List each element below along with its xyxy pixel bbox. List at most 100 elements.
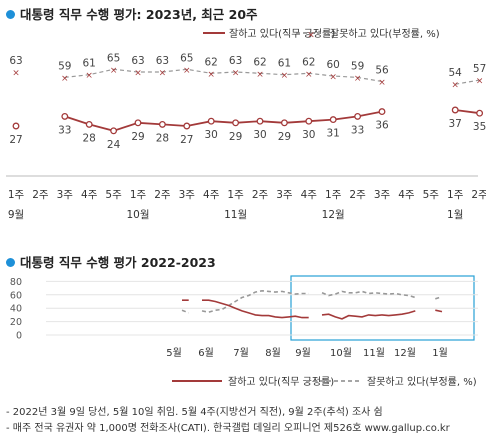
trend-month-label: 7월 xyxy=(233,347,249,359)
positive-point xyxy=(280,119,288,127)
positive-data-label: 30 xyxy=(253,129,266,141)
positive-point xyxy=(232,119,240,127)
month-label: 9월 xyxy=(8,209,24,221)
positive-point xyxy=(12,122,20,130)
x-tick-label: 2주 xyxy=(471,189,486,201)
x-tick-label: 1주 xyxy=(8,189,25,201)
positive-data-label: 30 xyxy=(205,129,218,141)
y-tick-label: 40 xyxy=(10,304,22,315)
trend-month-label: 8월 xyxy=(265,347,281,359)
negative-point: × xyxy=(305,70,313,80)
y-tick-label: 0 xyxy=(16,331,22,342)
positive-data-label: 30 xyxy=(302,129,315,141)
chart1-legend: 잘하고 있다(직무 긍정률)× 잘못하고 있다(부정률, %) xyxy=(203,27,440,41)
positive-data-label: 31 xyxy=(327,128,340,140)
chart1-title: 대통령 직무 수행 평가: 2023년, 최근 20주 xyxy=(6,4,258,23)
trend-month-label: 9월 xyxy=(295,347,311,359)
negative-data-label: 63 xyxy=(131,55,144,67)
negative-data-label: 61 xyxy=(83,58,96,70)
x-tick-label: 4주 xyxy=(203,189,220,201)
negative-data-label: 57 xyxy=(473,63,486,75)
positive-data-label: 27 xyxy=(9,134,22,146)
positive-point xyxy=(354,112,362,120)
trend-month-label: 12월 xyxy=(394,347,416,359)
trend-month-label: 6월 xyxy=(198,347,214,359)
y-tick-label: 60 xyxy=(10,290,22,301)
x-tick-label: 3주 xyxy=(374,189,391,201)
x-tick-label: 1주 xyxy=(447,189,464,201)
x-tick-label: 1주 xyxy=(227,189,244,201)
negative-point: × xyxy=(207,70,215,80)
negative-point: × xyxy=(134,69,142,79)
x-tick-label: 4주 xyxy=(398,189,415,201)
x-tick-label: 2주 xyxy=(252,189,269,201)
positive-point xyxy=(207,117,215,125)
chart1-recent-20-weeks: 잘하고 있다(직무 긍정률)× 잘못하고 있다(부정률, %)×63×59×61×… xyxy=(6,27,486,221)
x-tick-label: 4주 xyxy=(301,189,318,201)
positive-data-label: 33 xyxy=(58,124,71,136)
positive-data-label: 27 xyxy=(180,134,193,146)
positive-data-label: 28 xyxy=(83,132,96,144)
positive-data-label: 37 xyxy=(449,118,462,130)
positive-data-label: 28 xyxy=(156,132,169,144)
negative-point: × xyxy=(61,74,69,84)
trend-legend-negative-label: 잘못하고 있다(부정률, %) xyxy=(367,375,477,388)
positive-data-label: 36 xyxy=(375,120,389,132)
x-tick-label: 2주 xyxy=(349,189,366,201)
positive-point xyxy=(256,117,264,125)
footnote-1: - 2022년 3월 9일 당선, 5월 10일 취임. 5월 4주(지방선거 … xyxy=(6,407,383,418)
trend-negative-line xyxy=(181,289,443,314)
positive-data-label: 33 xyxy=(351,124,364,136)
positive-point xyxy=(110,127,118,135)
negative-data-label: 61 xyxy=(278,58,291,70)
trend-positive-line xyxy=(182,299,443,320)
month-label: 10월 xyxy=(126,209,149,221)
negative-data-label: 65 xyxy=(107,52,120,64)
x-tick-label: 3주 xyxy=(276,189,293,201)
negative-point: × xyxy=(451,81,459,91)
negative-data-label: 65 xyxy=(180,52,193,64)
negative-data-label: 54 xyxy=(449,67,463,79)
trend-legend-positive-label: 잘하고 있다(직무 긍정률) xyxy=(228,375,334,388)
negative-data-label: 63 xyxy=(229,55,242,67)
positive-point xyxy=(183,122,191,130)
trend-month-label: 1월 xyxy=(432,347,448,359)
x-tick-label: 2주 xyxy=(154,189,171,201)
month-label: 11월 xyxy=(224,209,247,221)
negative-point: × xyxy=(329,73,337,83)
positive-data-label: 29 xyxy=(131,131,144,143)
negative-data-label: 62 xyxy=(302,56,315,68)
bullet-dot-icon xyxy=(6,258,15,267)
negative-point: × xyxy=(12,69,20,79)
negative-data-label: 63 xyxy=(156,55,169,67)
x-tick-label: 1주 xyxy=(325,189,342,201)
footnote-2: - 매주 전국 유권자 약 1,000명 전화조사(CATI). 한국갤럽 데일… xyxy=(6,423,450,434)
trend-month-label: 10월 xyxy=(330,347,352,359)
chart2-title: 대통령 직무 수행 평가 2022-2023 xyxy=(6,252,216,271)
negative-data-label: 63 xyxy=(9,55,22,67)
x-tick-label: 5주 xyxy=(105,189,122,201)
y-tick-label: 20 xyxy=(10,317,22,328)
x-tick-label: 3주 xyxy=(57,189,74,201)
negative-point: × xyxy=(281,71,289,81)
negative-data-label: 62 xyxy=(205,56,218,68)
positive-point xyxy=(134,119,142,127)
negative-point: × xyxy=(354,74,362,84)
positive-point xyxy=(451,106,459,114)
negative-point: × xyxy=(256,70,264,80)
negative-point: × xyxy=(378,78,386,88)
negative-point: × xyxy=(232,69,240,79)
negative-point: × xyxy=(476,77,484,87)
positive-point xyxy=(329,116,337,124)
month-label: 1월 xyxy=(447,209,463,221)
negative-data-label: 62 xyxy=(253,56,266,68)
negative-data-label: 60 xyxy=(327,59,340,71)
positive-point xyxy=(61,112,69,120)
negative-point: × xyxy=(110,66,118,76)
positive-point xyxy=(378,108,386,116)
negative-point: × xyxy=(183,66,191,76)
x-tick-label: 5주 xyxy=(423,189,440,201)
chart1-title-text: 대통령 직무 수행 평가: 2023년, 최근 20주 xyxy=(20,7,258,22)
positive-point xyxy=(158,120,166,128)
